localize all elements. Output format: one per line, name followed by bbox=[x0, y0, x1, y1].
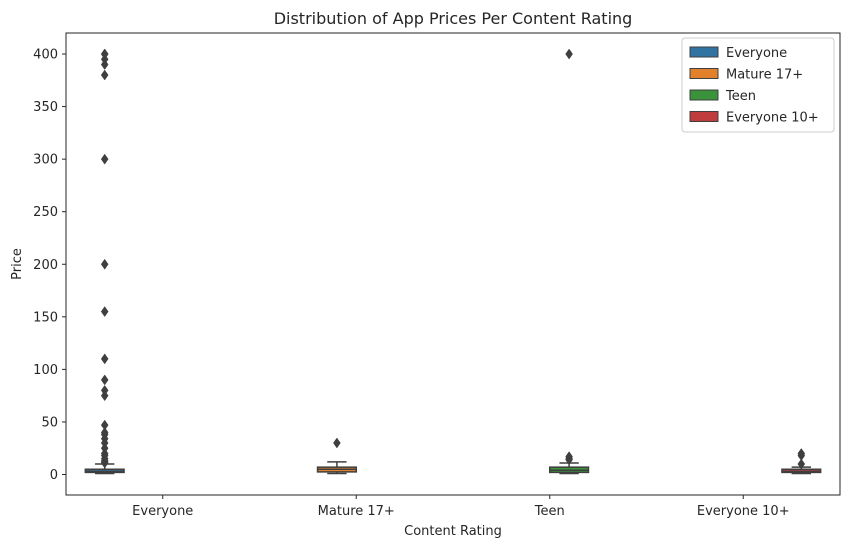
y-tick-label: 400 bbox=[33, 48, 58, 63]
outlier-point bbox=[100, 69, 109, 81]
y-tick-label: 250 bbox=[33, 205, 58, 220]
y-axis-label: Price bbox=[10, 248, 25, 280]
y-tick-label: 150 bbox=[33, 310, 58, 325]
x-tick-label: Everyone 10+ bbox=[697, 504, 790, 519]
box-group bbox=[781, 448, 822, 475]
y-tick-label: 200 bbox=[33, 258, 58, 273]
legend-item: Everyone 10+ bbox=[689, 111, 819, 126]
outlier-point bbox=[565, 48, 573, 60]
outlier-point bbox=[333, 437, 341, 449]
outlier-point bbox=[100, 353, 109, 365]
x-axis-label: Content Rating bbox=[404, 524, 502, 539]
y-tick-label: 350 bbox=[33, 100, 58, 115]
outlier-point bbox=[100, 59, 109, 70]
legend-label: Everyone bbox=[726, 46, 787, 61]
legend-item: Teen bbox=[689, 89, 756, 104]
outlier-point bbox=[100, 457, 109, 469]
legend-item: Mature 17+ bbox=[689, 68, 803, 83]
legend-item: Everyone bbox=[689, 46, 787, 61]
outlier-point bbox=[100, 374, 109, 386]
x-axis: Everyone Mature 17+ Teen Everyone 10+ bbox=[132, 495, 790, 519]
legend-swatch bbox=[689, 46, 719, 58]
outlier-point bbox=[565, 454, 573, 466]
outlier-point bbox=[100, 390, 109, 402]
y-tick-label: 300 bbox=[33, 153, 58, 168]
box-group bbox=[84, 48, 125, 475]
y-tick-label: 50 bbox=[41, 415, 58, 430]
box-group bbox=[549, 48, 590, 475]
y-axis: 0 50 100 150 200 250 300 350 400 bbox=[33, 48, 66, 483]
outlier-point bbox=[797, 458, 806, 470]
outlier-point bbox=[100, 153, 109, 165]
legend-label: Mature 17+ bbox=[726, 68, 803, 83]
legend-swatch bbox=[689, 89, 719, 101]
legend: Everyone Mature 17+ Teen Everyone 10+ bbox=[681, 37, 835, 133]
x-tick-label: Mature 17+ bbox=[318, 504, 395, 519]
box-group bbox=[316, 437, 357, 475]
legend-swatch bbox=[689, 111, 719, 122]
legend-swatch bbox=[689, 68, 719, 79]
plot-area bbox=[84, 48, 822, 475]
legend-label: Teen bbox=[725, 89, 756, 104]
chart-title: Distribution of App Prices Per Content R… bbox=[274, 9, 633, 28]
y-tick-label: 0 bbox=[50, 468, 58, 483]
x-tick-label: Teen bbox=[534, 504, 565, 519]
outlier-point bbox=[100, 306, 109, 318]
x-tick-label: Everyone bbox=[132, 504, 193, 519]
outlier-point bbox=[100, 258, 109, 270]
legend-frame bbox=[681, 37, 835, 133]
legend-label: Everyone 10+ bbox=[726, 111, 819, 126]
y-tick-label: 100 bbox=[33, 363, 58, 378]
